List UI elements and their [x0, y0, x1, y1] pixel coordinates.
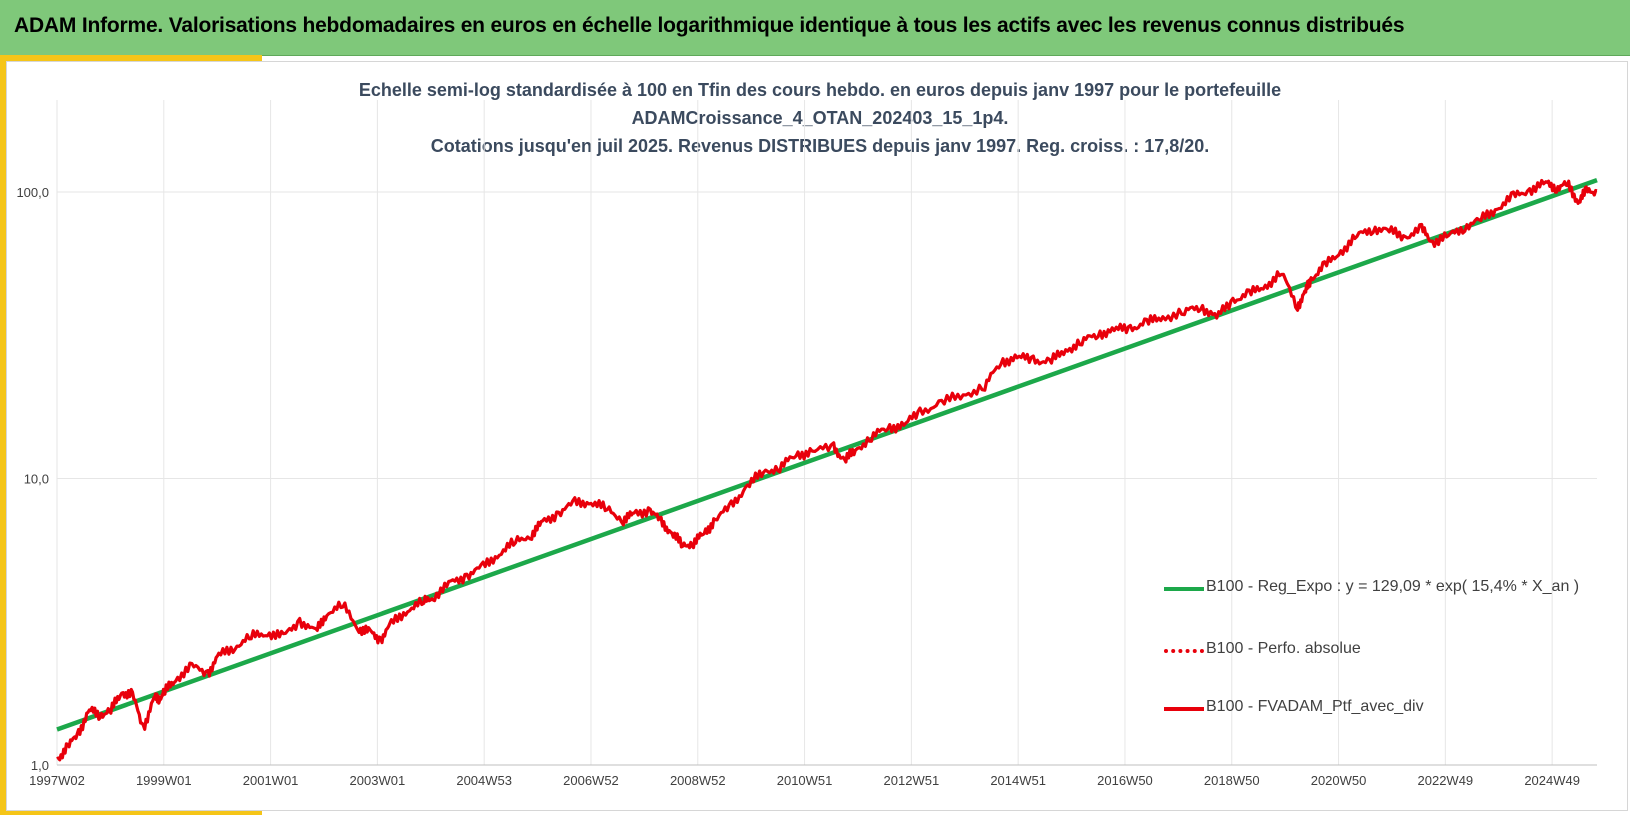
x-tick-label: 2022W49: [1418, 773, 1474, 788]
legend-swatch-regression: [1164, 587, 1204, 591]
y-tick-label: 100,0: [16, 185, 49, 200]
x-tick-label: 2012W51: [884, 773, 940, 788]
x-tick-label: 1997W02: [29, 773, 85, 788]
x-tick-label: 2014W51: [990, 773, 1046, 788]
x-tick-label: 2024W49: [1524, 773, 1580, 788]
legend-label-regression: B100 - Reg_Expo : y = 129,09 * exp( 15,4…: [1206, 578, 1580, 595]
accent-bar-left: [0, 55, 6, 815]
chart-title-line-1: Echelle semi-log standardisée à 100 en T…: [358, 80, 1282, 100]
chart-title: Echelle semi-log standardisée à 100 en T…: [0, 76, 1630, 160]
legend-swatch-portfolio: [1164, 707, 1204, 711]
x-tick-label: 1999W01: [136, 773, 192, 788]
page-title: ADAM Informe. Valorisations hebdomadaire…: [14, 14, 1405, 37]
legend-label-perfo: B100 - Perfo. absolue: [1206, 640, 1361, 657]
portfolio-series-line: [56, 178, 1598, 762]
y-tick-label: 10,0: [24, 472, 49, 487]
legend-label-portfolio: B100 - FVADAM_Ptf_avec_div: [1206, 698, 1424, 715]
chart-title-line-2: ADAMCroissance_4_OTAN_202403_15_1p4.: [631, 108, 1009, 128]
x-tick-label: 2018W50: [1204, 773, 1260, 788]
x-tick-label: 2016W50: [1097, 773, 1153, 788]
x-tick-label: 2008W52: [670, 773, 726, 788]
regression-series-line: [56, 178, 1598, 732]
x-tick-label: 2004W53: [456, 773, 512, 788]
x-tick-label: 2010W51: [777, 773, 833, 788]
accent-bar-top: [0, 55, 262, 61]
chart-title-line-3: Cotations jusqu'en juil 2025. Revenus DI…: [430, 136, 1210, 156]
header-bar: ADAM Informe. Valorisations hebdomadaire…: [0, 0, 1630, 56]
x-tick-label: 2003W01: [350, 773, 406, 788]
y-tick-label: 1,0: [31, 758, 49, 773]
accent-bar-bottom: [0, 809, 262, 815]
legend-swatch-perfo: [1164, 649, 1204, 653]
x-tick-label: 2020W50: [1311, 773, 1367, 788]
x-tick-label: 2001W01: [243, 773, 299, 788]
x-tick-label: 2006W52: [563, 773, 619, 788]
chart-frame: [6, 61, 1628, 811]
